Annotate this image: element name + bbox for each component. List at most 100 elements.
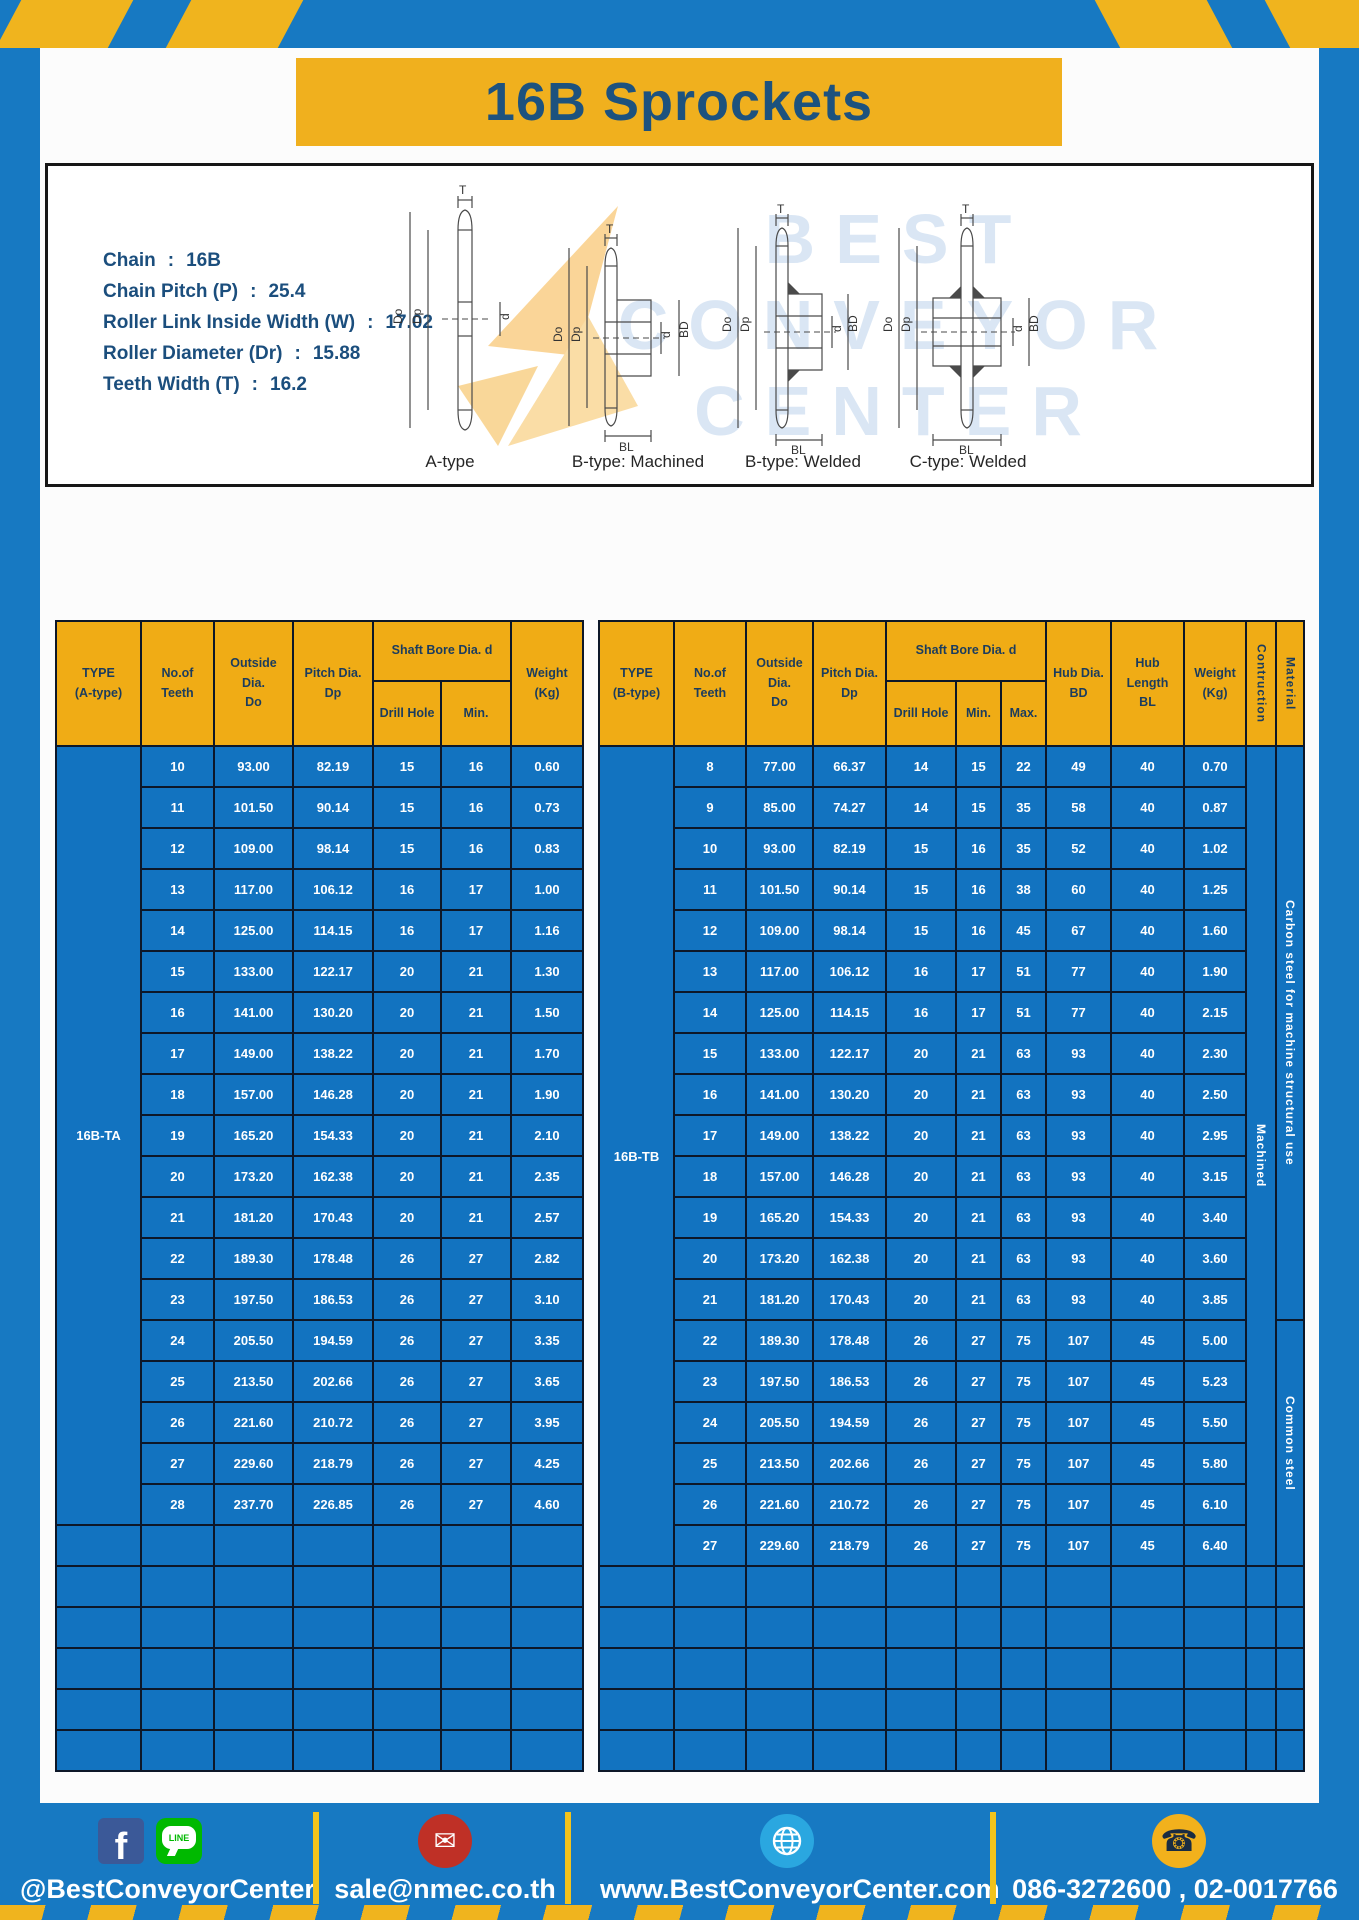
phone-icon: ☎ — [1152, 1814, 1206, 1868]
spec-line: Roller Link Inside Width (W):17.02 — [103, 312, 433, 333]
table-cell: 26 — [885, 1524, 957, 1567]
table-cell: 107 — [1045, 1319, 1113, 1362]
svg-text:BD: BD — [677, 321, 691, 338]
svg-text:Do: Do — [720, 316, 734, 332]
empty-cell — [1245, 1729, 1278, 1772]
empty-cell — [372, 1565, 442, 1608]
table-cell: 27 — [440, 1278, 512, 1321]
table-cell: 14 — [140, 909, 215, 952]
table-cell: 170.43 — [812, 1278, 887, 1321]
table-cell: 10 — [673, 827, 747, 870]
table-cell: 77.00 — [745, 745, 814, 788]
table-cell: 117.00 — [213, 868, 294, 911]
table-cell: 75 — [999, 1401, 1048, 1444]
empty-cell — [812, 1606, 887, 1649]
empty-cell — [292, 1606, 374, 1649]
empty-cell — [1245, 1647, 1278, 1690]
footer-social-handle: @BestConveyorCenter — [20, 1874, 315, 1904]
table-cell: 16 — [372, 868, 442, 911]
table-cell: 21 — [955, 1073, 1002, 1116]
diagram-caption-b-machined: B-type: Machined — [571, 452, 705, 471]
table-cell: 45 — [1110, 1483, 1186, 1526]
col-header-min: Min. — [440, 680, 512, 747]
table-cell: 20 — [372, 1032, 442, 1075]
table-cell: 101.50 — [745, 868, 814, 911]
table-cell: 1.50 — [510, 991, 584, 1034]
empty-cell — [1275, 1647, 1306, 1690]
table-cell: 27 — [673, 1524, 747, 1567]
table-cell: 24 — [140, 1319, 215, 1362]
empty-cell — [999, 1688, 1048, 1731]
table-cell: 27 — [440, 1483, 512, 1526]
table-cell: 26 — [372, 1483, 442, 1526]
empty-cell — [510, 1606, 584, 1649]
table-cell: 17 — [673, 1114, 747, 1157]
table-cell: 77 — [1045, 991, 1113, 1034]
table-cell: 218.79 — [292, 1442, 374, 1485]
empty-cell — [999, 1647, 1048, 1690]
construction-value: Machined — [1245, 745, 1278, 1567]
table-cell: 20 — [885, 1032, 957, 1075]
table-cell: 189.30 — [745, 1319, 814, 1362]
table-cell: 21 — [140, 1196, 215, 1239]
table-cell: 63 — [999, 1032, 1048, 1075]
table-row: 11 101.50 90.14 15 16 0.73 — [56, 786, 584, 829]
empty-cell — [213, 1729, 294, 1772]
table-cell: 93 — [1045, 1155, 1113, 1198]
empty-cell — [292, 1565, 374, 1608]
empty-cell — [292, 1647, 374, 1690]
empty-cell — [999, 1565, 1048, 1608]
empty-table-row — [598, 1688, 1306, 1731]
empty-cell — [885, 1606, 957, 1649]
table-cell: 21 — [955, 1032, 1002, 1075]
table-cell: 18 — [673, 1155, 747, 1198]
table-cell: 1.90 — [1183, 950, 1248, 993]
empty-cell — [510, 1524, 584, 1567]
table-cell: 186.53 — [292, 1278, 374, 1321]
table-cell: 49 — [1045, 745, 1113, 788]
table-row: 27 229.60 218.79 26 27 4.25 — [56, 1442, 584, 1485]
diagram-box: BEST CONVEYOR CENTER Chain:16B Chain Pitc… — [45, 163, 1314, 487]
svg-text:T: T — [459, 184, 467, 197]
empty-cell — [140, 1524, 215, 1567]
table-row: 17 149.00 138.22 20 21 1.70 — [56, 1032, 584, 1075]
empty-cell — [745, 1565, 814, 1608]
table-cell: 90.14 — [292, 786, 374, 829]
table-row: 15 133.00 122.17 20 21 1.30 — [56, 950, 584, 993]
table-cell: 20 — [372, 1155, 442, 1198]
empty-cell — [1110, 1688, 1186, 1731]
empty-cell — [292, 1688, 374, 1731]
table-cell: 93 — [1045, 1032, 1113, 1075]
table-cell: 17 — [140, 1032, 215, 1075]
empty-cell — [1110, 1729, 1186, 1772]
empty-cell — [885, 1729, 957, 1772]
table-cell: 63 — [999, 1237, 1048, 1280]
table-cell: 19 — [140, 1114, 215, 1157]
table-cell: 26 — [372, 1278, 442, 1321]
empty-cell — [440, 1729, 512, 1772]
table-cell: 60 — [1045, 868, 1113, 911]
table-cell: 93 — [1045, 1278, 1113, 1321]
watermark-line: CENTER — [694, 372, 1102, 450]
table-cell: 40 — [1110, 1073, 1186, 1116]
table-cell: 21 — [440, 1114, 512, 1157]
table-cell: 27 — [955, 1442, 1002, 1485]
empty-cell — [140, 1729, 215, 1772]
table-cell: 27 — [955, 1319, 1002, 1362]
table-cell: 1.90 — [510, 1073, 584, 1116]
table-cell: 20 — [885, 1073, 957, 1116]
empty-cell — [440, 1606, 512, 1649]
table-cell: 85.00 — [745, 786, 814, 829]
empty-cell — [812, 1647, 887, 1690]
table-cell: 67 — [1045, 909, 1113, 952]
table-cell: 40 — [1110, 745, 1186, 788]
table-cell: 11 — [140, 786, 215, 829]
table-cell: 40 — [1110, 950, 1186, 993]
table-cell: 21 — [955, 1155, 1002, 1198]
empty-cell — [955, 1606, 1002, 1649]
hazard-stripe — [158, 0, 310, 48]
empty-cell — [673, 1606, 747, 1649]
table-cell: 154.33 — [292, 1114, 374, 1157]
table-cell: 21 — [955, 1278, 1002, 1321]
